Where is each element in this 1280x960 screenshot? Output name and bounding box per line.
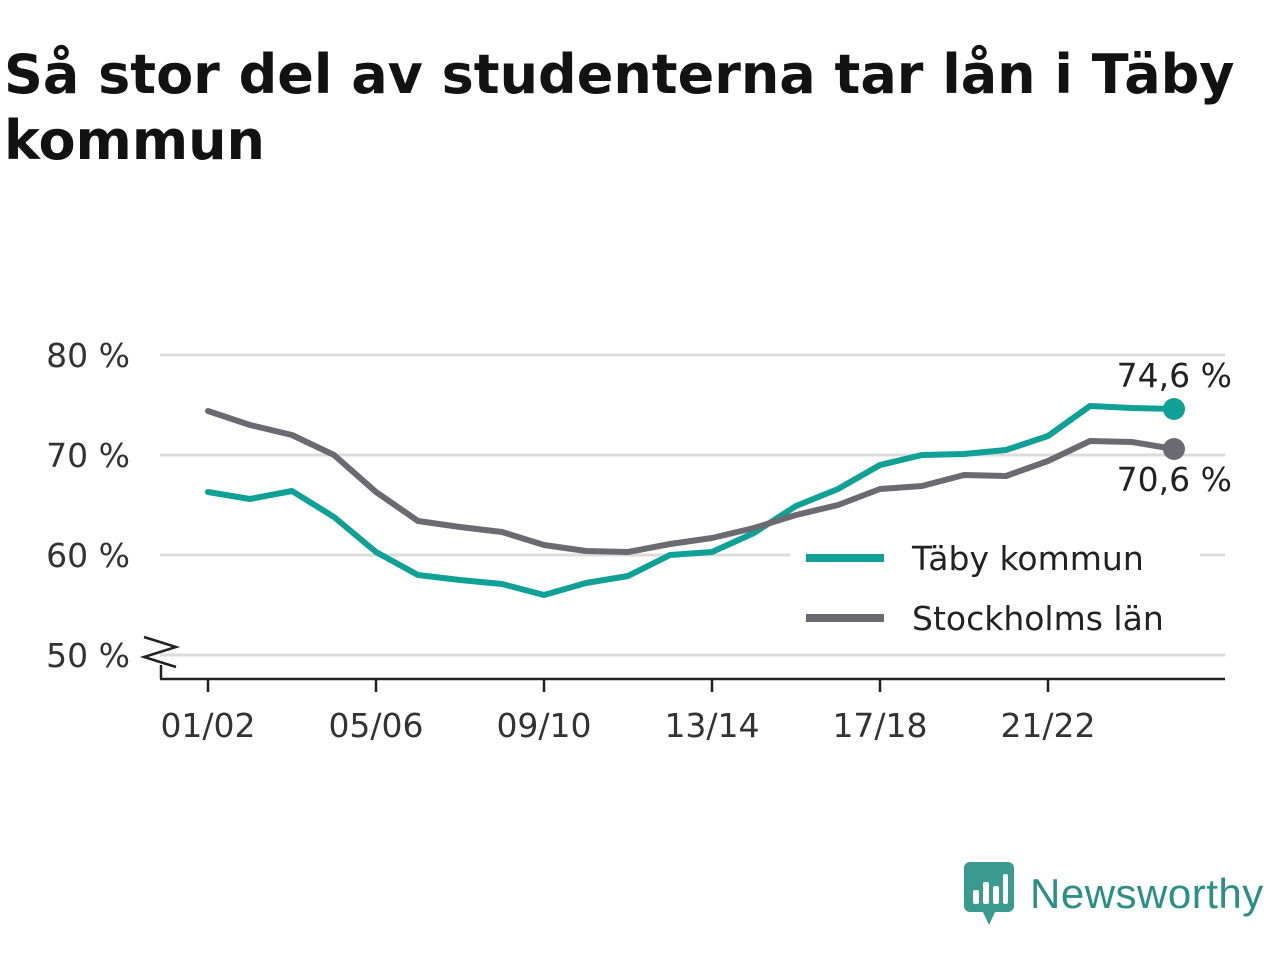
legend-box (790, 530, 1200, 653)
y-tick-label: 60 % (46, 536, 130, 575)
x-tick-label: 21/22 (1000, 706, 1095, 745)
x-tick-label: 09/10 (496, 706, 591, 745)
x-tick-label: 13/14 (664, 706, 759, 745)
end-value-label: 74,6 % (1117, 356, 1232, 395)
series-lines (205, 403, 1177, 598)
x-tick-label: 17/18 (832, 706, 927, 745)
chart-title: Så stor del av studenterna tar lån i Täb… (4, 43, 1235, 172)
series-line-stockholms-lan (205, 408, 1177, 555)
legend-label: Stockholms län (912, 599, 1164, 638)
newsworthy-logo-icon (964, 862, 1014, 925)
end-point (1163, 398, 1185, 420)
axis-break-icon (139, 635, 181, 669)
newsworthy-brand: Newsworthy (964, 862, 1264, 926)
legend: Täby kommun Stockholms län (790, 530, 1200, 653)
y-tick-label: 80 % (46, 336, 130, 375)
y-tick-label: 70 % (46, 436, 130, 475)
end-value-label: 70,6 % (1117, 460, 1232, 499)
x-tick-label: 01/02 (160, 706, 255, 745)
end-point (1163, 438, 1185, 460)
series-line-taby-kommun (205, 403, 1177, 598)
x-tick-label: 05/06 (328, 706, 423, 745)
y-tick-label: 50 % (46, 636, 130, 675)
end-markers: 74,6 % 70,6 % (1117, 356, 1232, 499)
brand-name: Newsworthy (1030, 870, 1264, 917)
legend-label: Täby kommun (911, 539, 1144, 578)
y-axis-labels: 50 % 60 % 70 % 80 % (46, 336, 181, 675)
x-axis: 01/02 05/06 09/10 13/14 17/18 21/22 (159, 665, 1225, 745)
